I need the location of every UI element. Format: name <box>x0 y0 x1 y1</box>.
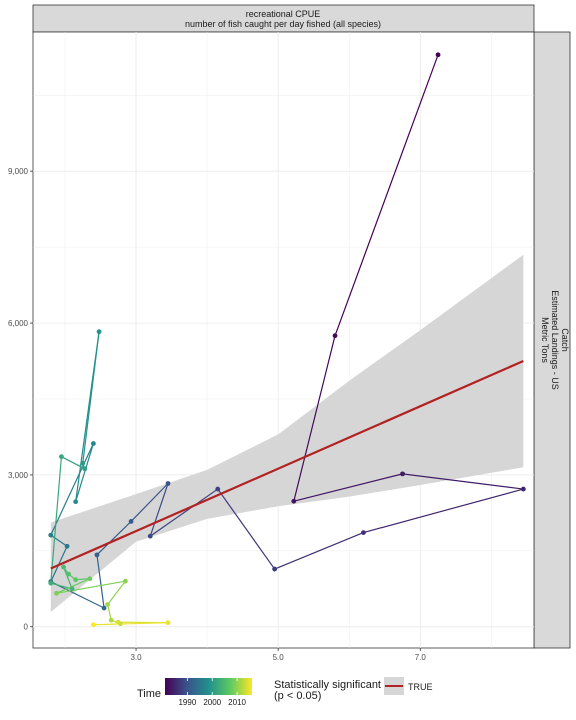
top-strip-title: recreational CPUE <box>246 9 321 19</box>
top-strip-subtitle: number of fish caught per day fished (al… <box>185 19 381 29</box>
legend-sig-title-line2: (p < 0.05) <box>274 690 321 702</box>
legend-time-title: Time <box>137 688 161 700</box>
data-point <box>70 586 75 591</box>
data-point <box>97 329 102 334</box>
right-strip-line1: Catch <box>560 328 570 352</box>
data-point <box>48 581 53 586</box>
y-axis: 0 3,000 6,000 9,000 <box>8 167 33 632</box>
data-point <box>91 622 96 627</box>
data-point <box>102 606 107 611</box>
data-point <box>166 481 171 486</box>
right-strip-line3: Metric Tons <box>540 317 550 363</box>
x-axis: 3.0 5.0 7.0 <box>130 648 426 662</box>
data-point <box>80 461 85 466</box>
data-point <box>59 454 64 459</box>
data-point <box>48 533 53 538</box>
y-tick-label: 6,000 <box>8 319 29 328</box>
data-point <box>436 52 441 57</box>
colorbar-tick-label: 2010 <box>228 698 246 707</box>
y-tick-label: 9,000 <box>8 167 29 176</box>
data-point <box>148 534 153 539</box>
data-point <box>105 602 110 607</box>
data-point <box>333 333 338 338</box>
x-tick-label: 5.0 <box>273 653 285 662</box>
colorbar-tick-label: 2000 <box>203 698 221 707</box>
y-tick-label: 3,000 <box>8 471 29 480</box>
data-point <box>61 565 66 570</box>
data-point <box>521 487 526 492</box>
data-point <box>73 499 78 504</box>
data-point <box>291 499 296 504</box>
data-point <box>87 576 92 581</box>
data-point <box>116 620 121 625</box>
data-point <box>166 620 171 625</box>
x-tick-label: 7.0 <box>415 653 427 662</box>
data-point <box>66 572 71 577</box>
data-point <box>91 441 96 446</box>
data-point <box>123 579 128 584</box>
legend-colorbar <box>165 678 252 695</box>
data-point <box>54 591 59 596</box>
legend-sig-label: TRUE <box>408 682 433 692</box>
data-point <box>82 466 87 471</box>
data-point <box>95 552 100 557</box>
right-strip-line2: Estimated Landings - US <box>550 290 560 390</box>
data-point <box>65 544 70 549</box>
data-point <box>129 519 134 524</box>
x-tick-label: 3.0 <box>130 653 142 662</box>
y-tick-label: 0 <box>24 623 29 632</box>
data-point <box>361 530 366 535</box>
data-point <box>400 471 405 476</box>
data-point <box>73 577 78 582</box>
data-point <box>215 487 220 492</box>
data-point <box>272 567 277 572</box>
colorbar-tick-label: 1990 <box>178 698 196 707</box>
data-point <box>109 618 114 623</box>
